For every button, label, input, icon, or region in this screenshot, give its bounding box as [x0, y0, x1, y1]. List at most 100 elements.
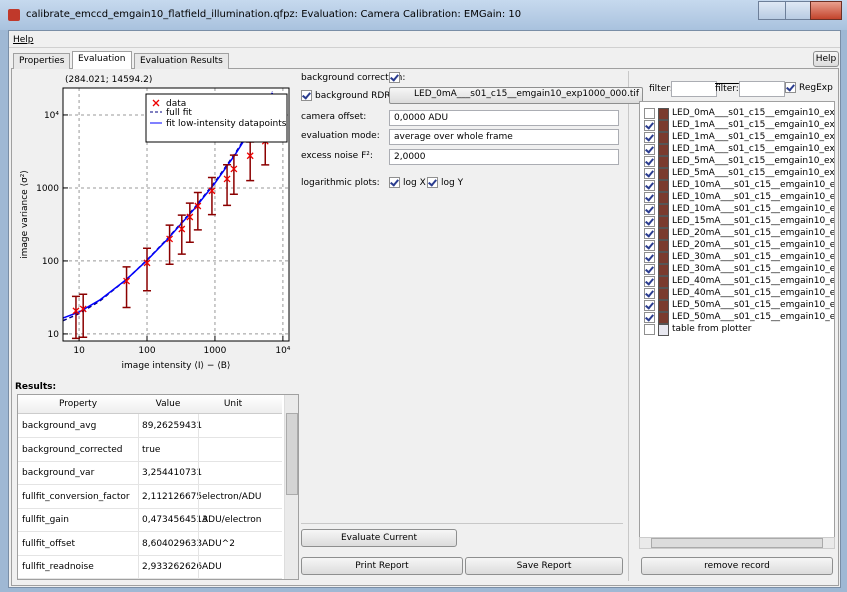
close-button[interactable] — [810, 1, 842, 20]
record-label[interactable]: LED_30mA___s01_c15__emgain10_exp100 — [672, 264, 835, 274]
checkbox[interactable] — [644, 180, 655, 191]
x-tick-label: 1000 — [203, 346, 226, 356]
cell-divider — [198, 484, 199, 508]
x-tick-label: 10 — [73, 346, 85, 356]
record-label[interactable]: LED_20mA___s01_c15__emgain10_exp100 — [672, 240, 835, 250]
table-cell: 2,112126675 — [142, 491, 203, 502]
tab[interactable]: Evaluation — [72, 51, 132, 69]
checkbox[interactable] — [389, 72, 400, 83]
record-label[interactable]: LED_10mA___s01_c15__emgain10_exp100 — [672, 180, 835, 190]
table-cell: ADU — [202, 562, 222, 572]
results-table: Property Value Unit background_avg 89,262594… — [17, 394, 299, 580]
checkbox[interactable] — [389, 177, 400, 188]
combo[interactable]: LED_0mA___s01_c15__emgain10_exp1000_000.… — [389, 87, 643, 104]
label: log X — [403, 178, 426, 188]
error-bar — [185, 202, 194, 244]
checkbox[interactable] — [644, 132, 655, 143]
legend-marker — [152, 99, 160, 107]
table-cell: 8,604029633 — [142, 538, 203, 549]
record-icon — [658, 192, 669, 204]
checkbox[interactable] — [644, 192, 655, 203]
column-header: Unit — [223, 399, 243, 409]
save-button[interactable]: Save Report — [465, 557, 623, 575]
checkbox[interactable] — [644, 276, 655, 287]
record-label[interactable]: table from plotter — [672, 324, 752, 334]
splitter[interactable] — [628, 71, 629, 581]
print-button[interactable]: Print Report — [301, 557, 463, 575]
checkbox[interactable] — [644, 168, 655, 179]
checkbox[interactable] — [644, 120, 655, 131]
checkbox[interactable] — [644, 312, 655, 323]
record-icon — [658, 276, 669, 288]
record-label[interactable]: LED_10mA___s01_c15__emgain10_exp100 — [672, 204, 835, 214]
checkbox[interactable] — [644, 300, 655, 311]
label: log Y — [441, 178, 464, 188]
checkbox[interactable] — [644, 144, 655, 155]
record-icon — [658, 300, 669, 312]
spinbox[interactable]: 0,0000 ADU — [389, 110, 619, 126]
record-icon — [658, 144, 669, 156]
window-title: calibrate_emccd_emgain10_flatfield_illum… — [26, 9, 522, 20]
checkbox[interactable] — [644, 108, 655, 119]
record-label[interactable]: LED_50mA___s01_c15__emgain10_exp100 — [672, 312, 835, 322]
plot-frame — [62, 87, 290, 342]
error-bar — [143, 247, 152, 292]
combo[interactable]: average over whole frame — [389, 129, 619, 145]
help-button[interactable]: Help — [813, 51, 839, 67]
checkbox[interactable] — [301, 90, 312, 101]
checkbox[interactable] — [644, 228, 655, 239]
record-label[interactable]: LED_1mA___s01_c15__emgain10_exp1000 — [672, 120, 835, 130]
cell-divider — [138, 437, 139, 461]
checkbox[interactable] — [644, 156, 655, 167]
checkbox[interactable] — [644, 288, 655, 299]
table-cell: background_corrected — [22, 444, 123, 455]
cell-divider — [138, 555, 139, 578]
record-label[interactable]: LED_40mA___s01_c15__emgain10_exp100 — [672, 288, 835, 298]
menu-item[interactable]: Help — [13, 35, 34, 45]
filter-input[interactable] — [671, 81, 717, 97]
error-bar — [207, 176, 216, 216]
x-tick-label: 100 — [138, 346, 155, 356]
checkbox[interactable] — [785, 82, 796, 93]
scroll-thumb[interactable] — [651, 538, 823, 548]
record-label[interactable]: LED_20mA___s01_c15__emgain10_exp100 — [672, 228, 835, 238]
record-label[interactable]: LED_5mA___s01_c15__emgain10_exp1000 — [672, 168, 835, 178]
record-label[interactable]: LED_10mA___s01_c15__emgain10_exp100 — [672, 192, 835, 202]
checkbox[interactable] — [644, 264, 655, 275]
tab[interactable]: Evaluation Results — [134, 53, 229, 69]
coordinates: (284.021; 14594.2) — [65, 75, 152, 85]
record-label[interactable]: LED_1mA___s01_c15__emgain10_exp1000 — [672, 144, 835, 154]
record-label[interactable]: LED_50mA___s01_c15__emgain10_exp100 — [672, 300, 835, 310]
client-area: Help Help 10 100 1000 10⁴ 10 100 1000 10⁴ (284.0… — [8, 30, 841, 588]
record-label[interactable]: LED_1mA___s01_c15__emgain10_exp1000 — [672, 132, 835, 142]
remove-button[interactable]: remove record — [641, 557, 833, 575]
x-tick-label: 10⁴ — [275, 346, 290, 356]
checkbox[interactable] — [644, 252, 655, 263]
evaluate-button[interactable]: Evaluate Current — [301, 529, 457, 547]
table-cell: fullfit_offset — [22, 538, 76, 549]
checkbox[interactable] — [644, 324, 655, 335]
data-point — [143, 259, 151, 267]
data-point — [79, 305, 87, 313]
minimize-button[interactable] — [758, 1, 786, 20]
label: background RDR: — [315, 91, 394, 101]
maximize-button[interactable] — [785, 1, 811, 20]
record-label[interactable]: LED_40mA___s01_c15__emgain10_exp100 — [672, 276, 835, 286]
record-label[interactable]: LED_15mA___s01_c15__emgain10_exp100 — [672, 216, 835, 226]
checkbox[interactable] — [644, 204, 655, 215]
record-label[interactable]: LED_5mA___s01_c15__emgain10_exp1000 — [672, 156, 835, 166]
filter-input[interactable] — [739, 81, 785, 97]
checkbox[interactable] — [427, 177, 438, 188]
record-label[interactable]: LED_0mA___s01_c15__emgain10_exp1000 — [672, 108, 835, 118]
checkbox[interactable] — [644, 216, 655, 227]
spinbox[interactable]: 2,0000 — [389, 149, 619, 165]
table-cell: fullfit_readnoise — [22, 562, 94, 572]
table-cell: 89,26259431 — [142, 421, 203, 431]
checkbox[interactable] — [644, 240, 655, 251]
data-point — [194, 202, 202, 210]
scroll-thumb[interactable] — [286, 413, 298, 495]
legend-box — [145, 93, 288, 143]
record-label[interactable]: LED_30mA___s01_c15__emgain10_exp100 — [672, 252, 835, 262]
tab[interactable]: Properties — [13, 53, 71, 69]
